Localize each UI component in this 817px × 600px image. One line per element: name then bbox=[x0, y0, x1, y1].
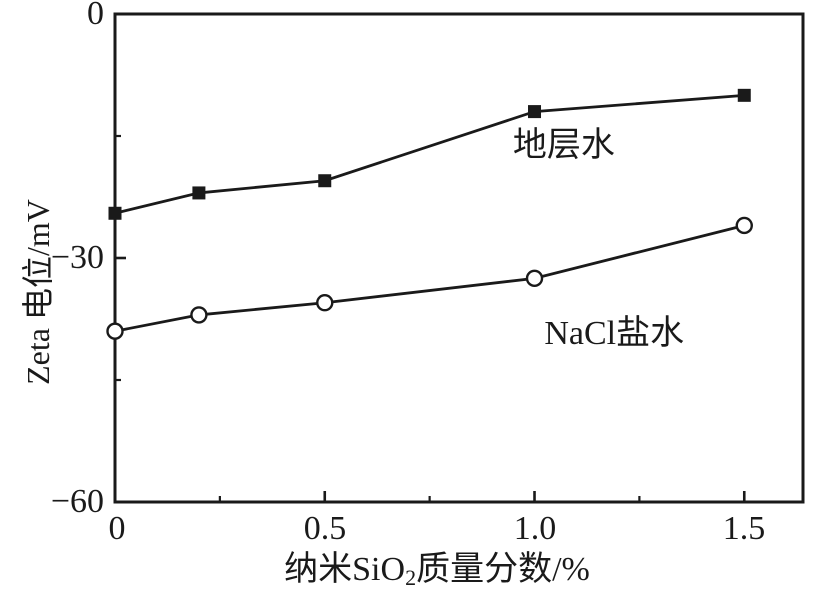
data-point-square bbox=[318, 174, 332, 188]
x-tick-label-0: 0 bbox=[108, 510, 126, 547]
x-tick-label-0.5: 0.5 bbox=[303, 510, 347, 547]
data-point-circle bbox=[316, 294, 334, 312]
y-tick-label-0: 0 bbox=[87, 0, 104, 32]
data-point-circle bbox=[106, 322, 124, 340]
data-point-square bbox=[528, 105, 542, 119]
x-axis-title-subscript: 2 bbox=[405, 565, 417, 590]
plot-frame bbox=[113, 12, 805, 504]
y-tick-label-minus30: −30 bbox=[50, 239, 104, 276]
x-tick-label-1.5: 1.5 bbox=[722, 510, 766, 547]
series-line-0 bbox=[114, 93, 745, 215]
data-point-circle bbox=[525, 269, 544, 288]
data-point-square bbox=[737, 88, 751, 102]
x-axis-title: 纳米SiO2质量分数/% bbox=[284, 548, 590, 600]
series-label-formation-water: 地层水 bbox=[512, 126, 615, 164]
data-point-square bbox=[192, 186, 206, 200]
y-axis-title: Zeta 电位/mV bbox=[20, 199, 56, 385]
x-tick-label-1.0: 1.0 bbox=[513, 510, 557, 547]
data-point-circle bbox=[190, 306, 208, 324]
data-point-circle bbox=[735, 216, 753, 235]
series-label-nacl-brine: NaCl盐水 bbox=[544, 315, 685, 353]
x-axis-title-post: 质量分数/% bbox=[416, 551, 590, 588]
y-tick-label-minus60: −60 bbox=[50, 483, 104, 520]
data-point-square bbox=[108, 206, 122, 220]
x-axis-title-pre: 纳米SiO bbox=[284, 551, 406, 588]
